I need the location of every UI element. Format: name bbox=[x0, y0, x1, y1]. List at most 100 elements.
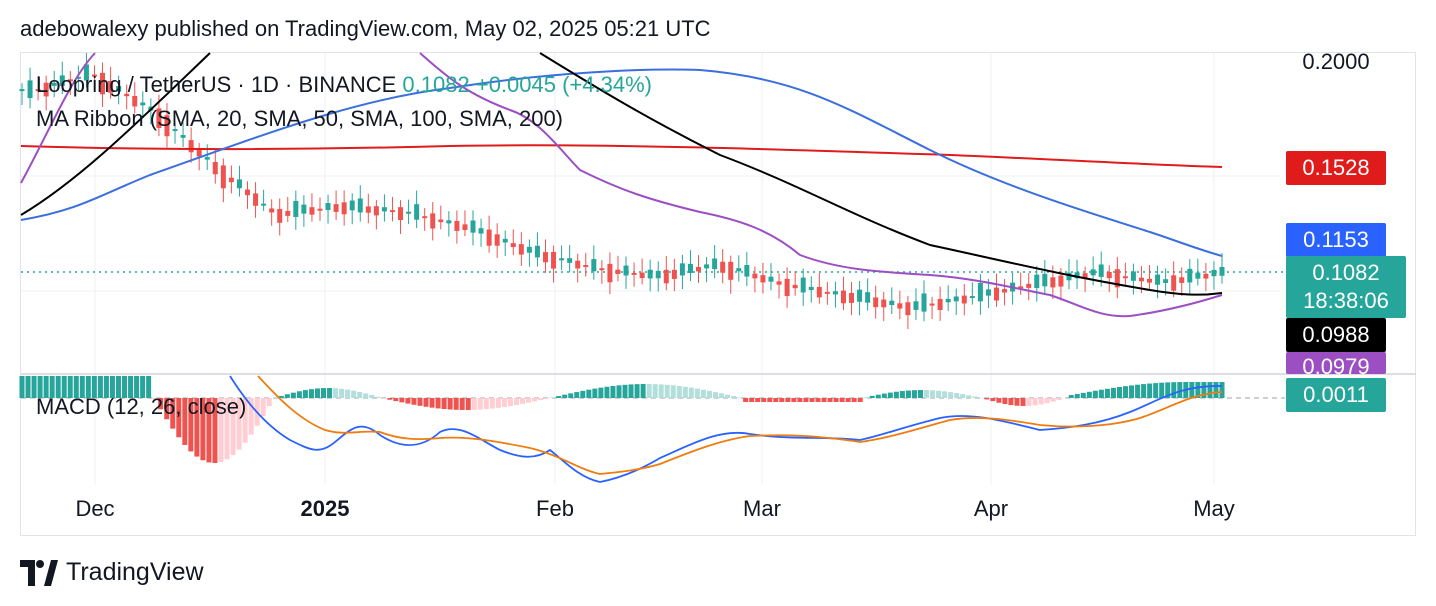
macd-histogram-bar bbox=[628, 384, 634, 398]
candle-body bbox=[679, 263, 685, 276]
macd-histogram-bar bbox=[489, 398, 495, 409]
candles bbox=[19, 53, 1225, 330]
macd-histogram-bar bbox=[520, 398, 526, 404]
candle-body bbox=[1219, 266, 1225, 276]
macd-histogram-bar bbox=[164, 398, 170, 420]
candle-body bbox=[156, 108, 162, 128]
macd-histogram-bar bbox=[61, 376, 67, 398]
macd-histogram-bar bbox=[936, 390, 942, 398]
macd-histogram-bar bbox=[803, 398, 809, 402]
macd-histogram-bar bbox=[242, 398, 248, 443]
candle-body bbox=[430, 213, 436, 229]
macd-histogram-bar bbox=[652, 384, 658, 398]
candle-body bbox=[1074, 272, 1080, 279]
macd-histogram-bar bbox=[532, 398, 538, 402]
macd-histogram-bar bbox=[694, 388, 700, 398]
candle-body bbox=[1138, 277, 1144, 282]
candle-body bbox=[245, 189, 251, 196]
candle-body bbox=[357, 198, 363, 213]
macd-histogram-bar bbox=[996, 398, 1002, 403]
macd-histogram-bar bbox=[483, 398, 489, 410]
candle-body bbox=[583, 265, 589, 268]
candle-body bbox=[808, 286, 814, 291]
macd-histogram-bar bbox=[942, 391, 948, 398]
candle-body bbox=[744, 265, 750, 277]
sma20-price-label: 0.0979 bbox=[1286, 352, 1386, 374]
macd-histogram-bar bbox=[357, 391, 363, 398]
macd-histogram-bar bbox=[1177, 382, 1183, 398]
macd-histogram-bar bbox=[19, 376, 25, 398]
candle-body bbox=[27, 80, 33, 99]
candle-body bbox=[373, 206, 379, 216]
macd-histogram-bar bbox=[37, 376, 43, 398]
macd-histogram-bar bbox=[1153, 383, 1159, 398]
candle-body bbox=[470, 220, 476, 233]
macd-histogram-bar bbox=[761, 398, 767, 402]
macd-histogram-bar bbox=[779, 398, 785, 402]
candle-body bbox=[760, 275, 766, 283]
macd-line bbox=[229, 375, 1223, 483]
candle-body bbox=[381, 207, 387, 212]
candle-body bbox=[736, 268, 742, 272]
candle-body bbox=[196, 149, 202, 157]
candle-body bbox=[865, 292, 871, 303]
macd-histogram-bar bbox=[453, 398, 459, 410]
candle-body bbox=[389, 210, 395, 213]
macd-histogram-bar bbox=[544, 398, 550, 399]
symbol-title: Loopring / TetherUS · 1D · BINANCE 0.108… bbox=[36, 72, 652, 98]
macd-histogram-bar bbox=[972, 396, 978, 398]
chart-frame[interactable] bbox=[20, 52, 1416, 536]
macd-histogram-bar bbox=[857, 398, 863, 402]
candle-body bbox=[1171, 275, 1177, 291]
macd-histogram-bar bbox=[1086, 391, 1092, 398]
candle-body bbox=[873, 297, 879, 308]
macd-histogram-bar bbox=[1147, 383, 1153, 398]
candle-body bbox=[752, 273, 758, 279]
macd-histogram-bar bbox=[604, 386, 610, 398]
macd-histogram-bar bbox=[688, 387, 694, 398]
candle-body bbox=[116, 85, 122, 92]
candle-body bbox=[832, 291, 838, 295]
candle-body bbox=[792, 284, 798, 289]
candle-body bbox=[406, 211, 412, 214]
candle-body bbox=[212, 162, 218, 175]
candle-body bbox=[462, 224, 468, 231]
candle-body bbox=[1090, 269, 1096, 276]
macd-histogram-bar bbox=[31, 376, 37, 398]
macd-price-label: 0.0011 bbox=[1286, 378, 1386, 412]
macd-histogram-bar bbox=[393, 398, 399, 402]
candle-body bbox=[1147, 278, 1153, 283]
candle-body bbox=[269, 208, 275, 213]
macd-histogram-bar bbox=[881, 393, 887, 398]
macd-histogram-bar bbox=[821, 398, 827, 402]
macd-histogram-bar bbox=[743, 398, 749, 402]
macd-histogram-bar bbox=[115, 376, 121, 398]
macd-histogram-bar bbox=[176, 398, 182, 438]
candle-body bbox=[59, 75, 65, 86]
macd-histogram-bar bbox=[706, 390, 712, 398]
candle-body bbox=[921, 293, 927, 312]
candle-body bbox=[454, 220, 460, 231]
candle-body bbox=[486, 229, 492, 246]
last-price-value: 0.1082 bbox=[402, 72, 470, 97]
macd-histogram bbox=[19, 376, 1225, 463]
candle-body bbox=[1098, 264, 1104, 277]
macd-histogram-bar bbox=[725, 394, 731, 398]
macd-histogram-bar bbox=[296, 391, 302, 398]
candle-body bbox=[1082, 273, 1088, 279]
macd-histogram-bar bbox=[435, 398, 441, 409]
macd-histogram-bar bbox=[785, 398, 791, 402]
macd-histogram-bar bbox=[1141, 384, 1147, 398]
macd-histogram-bar bbox=[1056, 398, 1062, 401]
macd-histogram-bar bbox=[676, 386, 682, 398]
macd-histogram-bar bbox=[700, 389, 706, 398]
candle-body bbox=[551, 251, 557, 269]
macd-histogram-bar bbox=[1026, 398, 1032, 406]
candle-body bbox=[840, 290, 846, 304]
macd-histogram-bar bbox=[43, 376, 49, 398]
candle-body bbox=[1066, 272, 1072, 281]
candle-body bbox=[655, 270, 661, 279]
macd-histogram-bar bbox=[363, 393, 369, 398]
macd-histogram-bar bbox=[568, 393, 574, 398]
